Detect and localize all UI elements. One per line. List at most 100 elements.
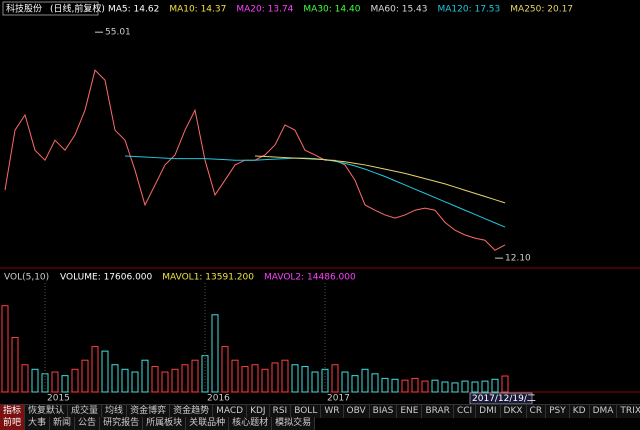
indicator-label: MA30: 14.40 <box>303 5 360 15</box>
x-tick-label: 2017 <box>327 394 350 404</box>
volume-bar <box>211 314 219 393</box>
nav-tab[interactable]: 新闻 <box>50 417 76 430</box>
volume-bar <box>421 380 429 393</box>
toolbar-tab[interactable]: BRAR <box>422 405 454 418</box>
volume-bar <box>151 366 159 393</box>
volume-bar <box>191 359 199 393</box>
nav-tab[interactable]: 大事 <box>25 417 51 430</box>
nav-tab[interactable]: 关联品种 <box>186 417 230 430</box>
toolbar-tab[interactable]: KD <box>569 405 590 418</box>
volume-bar <box>331 364 339 393</box>
nav-tab[interactable]: 核心题材 <box>229 417 273 430</box>
nav-tab[interactable]: 所属板块 <box>143 417 187 430</box>
toolbar-tab[interactable]: 均线 <box>102 405 128 418</box>
toolbar-tab[interactable]: RSI <box>269 405 292 418</box>
indicator-label: MA250: 20.17 <box>510 5 573 15</box>
toolbar-tab[interactable]: BOLL <box>291 405 322 418</box>
volume-bar <box>171 368 179 393</box>
stock-subtitle: (日线,前复权) <box>50 3 105 15</box>
ma-line <box>254 155 506 204</box>
volume-bar <box>121 368 129 393</box>
volume-bar <box>471 381 479 393</box>
volume-bar <box>141 359 149 393</box>
chart: 科技股份 (日线,前复权) VOL(5,10) MA5: 14.62 MA10: … <box>0 1 640 404</box>
volume-legend: MAVOL1: 13591.200 <box>162 273 254 283</box>
volume-bar <box>411 377 419 393</box>
toolbar-tab[interactable]: DMA <box>589 405 618 418</box>
toolbar-tab[interactable]: KDJ <box>247 405 270 418</box>
toolbar-tab[interactable]: 资金趋势 <box>170 405 214 418</box>
stock-title: 科技股份 <box>6 3 42 15</box>
nav-toolbar: 前吧 大事 新闻 公告 研究报告 所属板块 关联品种 核心题材 模拟交易 <box>0 417 640 430</box>
low-label: 12.10 <box>505 254 531 264</box>
volume-bar <box>381 377 389 393</box>
indicator-label: MA10: 14.37 <box>169 5 226 15</box>
volume-bar <box>491 378 499 393</box>
volume-bar <box>341 371 349 393</box>
nav-tab[interactable]: 公告 <box>75 417 101 430</box>
volume-bar <box>441 381 449 393</box>
volume-bar <box>131 371 139 393</box>
volume-bar <box>301 366 309 393</box>
x-tick-label: 2015 <box>47 394 70 404</box>
volume-bar <box>91 346 99 393</box>
indicator-label: MA120: 17.53 <box>438 5 501 15</box>
date-label: 2017/12/19/二 <box>472 394 536 404</box>
volume-bar <box>61 375 69 393</box>
toolbar-tab[interactable]: DMI <box>476 405 501 418</box>
indicator-label: MA5: 14.62 <box>108 5 159 15</box>
volume-bar <box>1 305 9 393</box>
toolbar-tab[interactable]: CCI <box>453 405 477 418</box>
volume-bar <box>241 366 249 393</box>
volume-bar <box>51 371 59 393</box>
volume-bar <box>391 378 399 393</box>
nav-tab[interactable]: 前吧 <box>0 417 26 430</box>
volume-bar <box>101 350 109 393</box>
volume-bar <box>11 337 19 393</box>
volume-bar <box>261 368 269 393</box>
toolbar-tab[interactable]: 资金博弈 <box>127 405 171 418</box>
volume-bar <box>221 346 229 393</box>
volume-bar <box>21 364 29 393</box>
toolbar-tab[interactable]: 恢复默认 <box>25 405 69 418</box>
toolbar-tab[interactable]: CR <box>526 405 547 418</box>
toolbar-tab[interactable]: DKX <box>500 405 527 418</box>
toolbar-tab[interactable]: WR <box>321 405 344 418</box>
volume-bar <box>291 364 299 393</box>
date-box <box>469 392 533 404</box>
volume-bar <box>311 371 319 393</box>
toolbar-tab[interactable]: MACD <box>213 405 248 418</box>
indicator-toolbar: 指标 恢复默认 成交量 均线 资金博弈 资金趋势 MACD KDJ RSI BOLL WR OBV BI… <box>0 404 640 418</box>
volume-bar <box>371 373 379 393</box>
volume-bar <box>71 368 79 393</box>
toolbar-tab[interactable]: BIAS <box>369 405 398 418</box>
volume-bar <box>501 375 509 393</box>
volume-bar <box>481 380 489 393</box>
toolbar-tab[interactable]: OBV <box>343 405 370 418</box>
toolbar-tab[interactable]: 指标 <box>0 405 26 418</box>
x-tick-label: 2016 <box>207 394 230 404</box>
nav-tab[interactable]: 研究报告 <box>100 417 144 430</box>
toolbar-tab[interactable]: TRIX <box>617 405 640 418</box>
volume-bar <box>231 359 239 393</box>
toolbar-tab[interactable]: 成交量 <box>68 405 103 418</box>
volume-legend: VOLUME: 17606.000 <box>60 273 153 283</box>
volume-bar <box>451 382 459 393</box>
volume-bar <box>351 375 359 393</box>
volume-title: VOL(5,10) <box>4 273 49 283</box>
indicator-label: MA60: 15.43 <box>370 5 427 15</box>
volume-bar <box>401 379 409 393</box>
ma-line <box>124 155 506 228</box>
indicator-label: MA20: 13.74 <box>236 5 293 15</box>
volume-bar <box>271 362 279 393</box>
volume-bar <box>431 379 439 393</box>
volume-bar <box>161 371 169 393</box>
title-box <box>2 1 99 16</box>
nav-tab[interactable]: 模拟交易 <box>272 417 316 430</box>
volume-bar <box>181 364 189 393</box>
toolbar-tab[interactable]: PSY <box>546 405 570 418</box>
toolbar-tab[interactable]: ENE <box>397 405 423 418</box>
volume-bar <box>111 364 119 393</box>
volume-bar <box>31 368 39 393</box>
